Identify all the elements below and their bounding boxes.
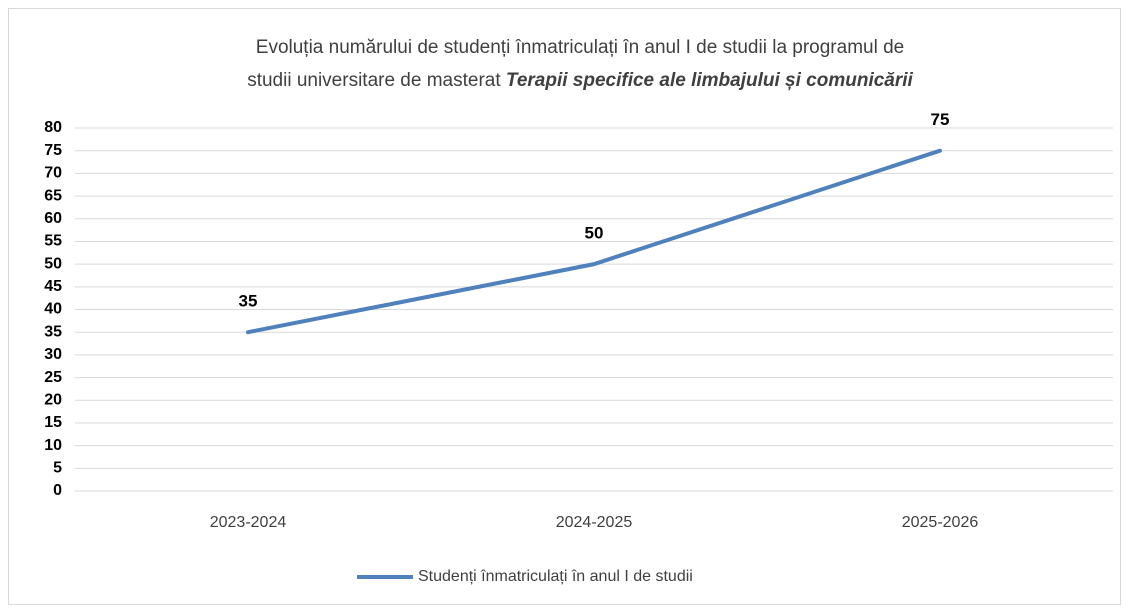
data-label: 35: [239, 292, 258, 311]
legend-label: Studenți înmatriculați în anul I de stud…: [418, 568, 693, 585]
data-label: 75: [931, 110, 950, 129]
chart-frame: [8, 8, 1121, 605]
line-series: [246, 148, 942, 335]
y-tick-label: 65: [44, 187, 62, 204]
y-tick-label: 55: [44, 233, 62, 250]
y-tick-label: 70: [44, 165, 62, 182]
x-tick-label: 2024-2025: [556, 514, 633, 531]
y-tick-label: 80: [44, 119, 62, 136]
y-tick-label: 30: [44, 346, 62, 363]
chart-title: Evoluția numărului de studenți înmatricu…: [256, 37, 904, 58]
y-tick-label: 60: [44, 210, 62, 227]
chart-title: studii universitare de masterat Terapii …: [247, 70, 913, 91]
y-tick-label: 25: [44, 369, 62, 386]
y-tick-label: 35: [44, 323, 62, 340]
y-tick-label: 50: [44, 255, 62, 272]
chart-title-emphasis: Terapii specifice ale limbajului și comu…: [506, 70, 914, 91]
y-tick-label: 45: [44, 278, 62, 295]
chart-title: studii universitare de masterat: [247, 70, 501, 91]
y-tick-label: 10: [44, 437, 62, 454]
data-label: 50: [585, 224, 604, 243]
y-tick-label: 0: [53, 482, 62, 499]
y-tick-label: 5: [53, 460, 62, 477]
y-tick-label: 20: [44, 391, 62, 408]
x-tick-label: 2023-2024: [210, 514, 287, 531]
y-tick-label: 15: [44, 414, 62, 431]
y-tick-label: 75: [44, 142, 62, 159]
x-tick-label: 2025-2026: [902, 514, 979, 531]
y-tick-label: 40: [44, 301, 62, 318]
